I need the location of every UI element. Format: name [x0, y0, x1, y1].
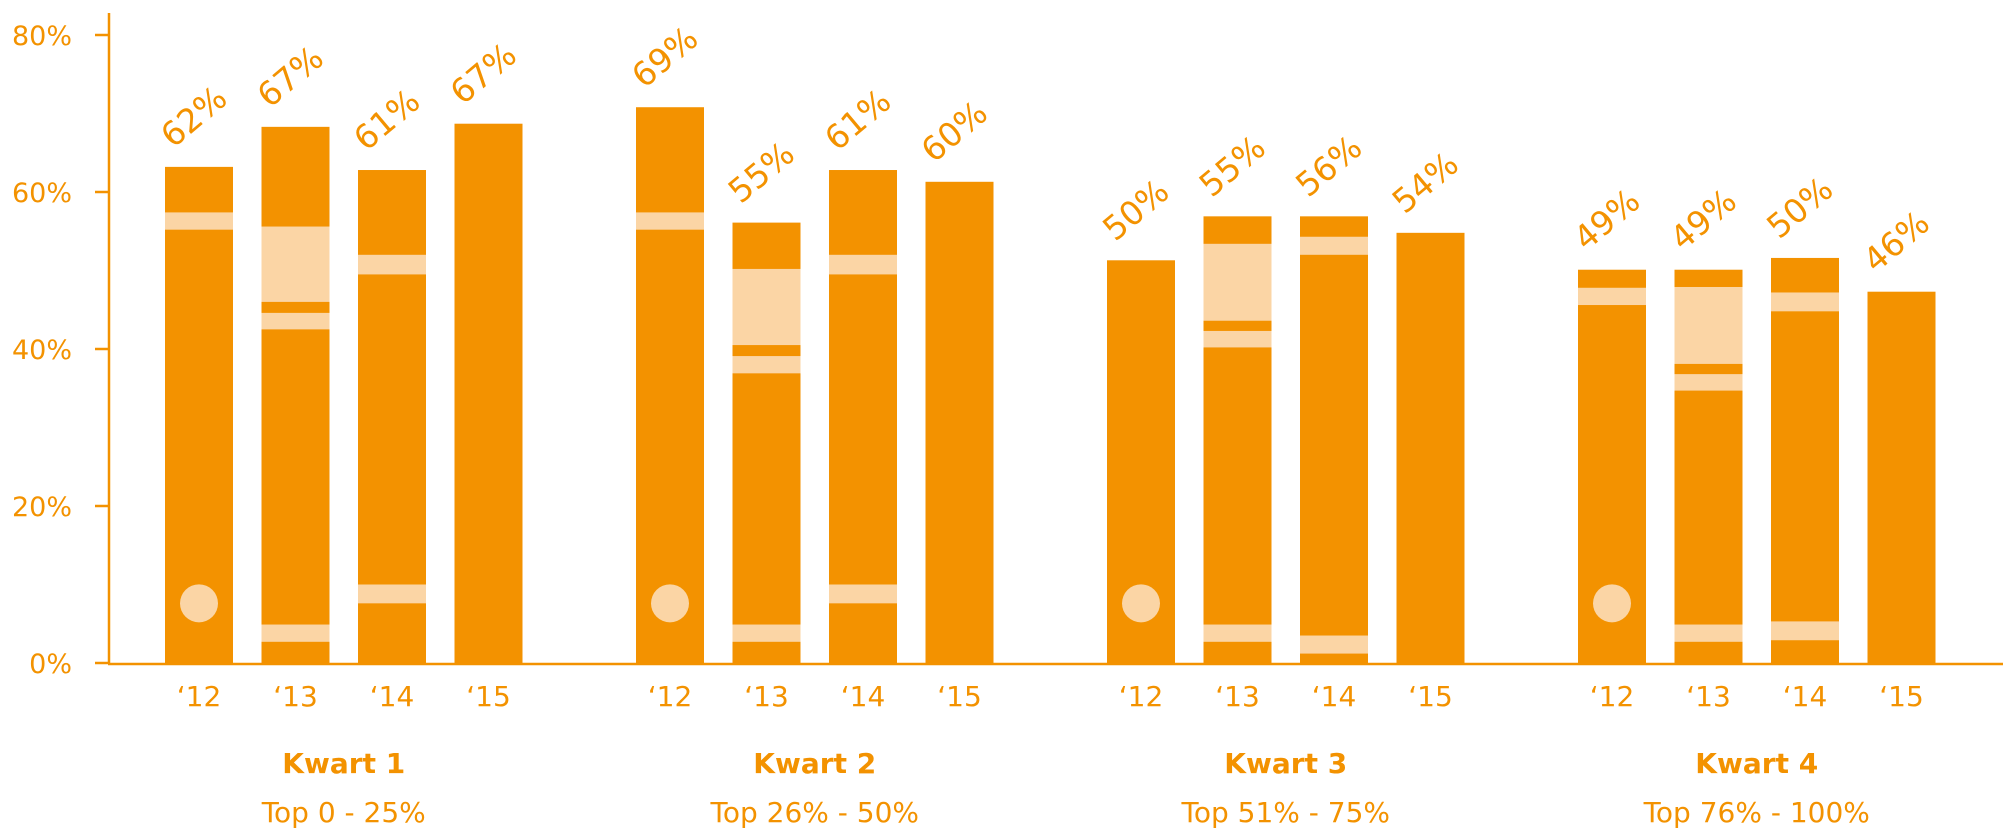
bar-band: [1771, 292, 1839, 312]
bar-band: [261, 312, 330, 330]
bar-band: [1300, 236, 1368, 255]
bar-value-label: 55%: [1192, 127, 1273, 204]
bar-value-label: 46%: [1856, 203, 1937, 280]
bar: [454, 123, 523, 663]
group-subtitle: Top 76% - 100%: [1643, 796, 1870, 829]
bar: [1771, 257, 1839, 663]
y-tick-label: 0%: [29, 649, 72, 680]
bar: [1396, 232, 1465, 663]
bar-band: [261, 624, 330, 642]
bar-band: [1203, 624, 1272, 642]
x-tick-label: ‘15: [937, 680, 982, 713]
x-tick-label: ‘12: [1590, 680, 1635, 713]
bar-value-label: 56%: [1288, 127, 1369, 204]
x-tick-label: ‘13: [273, 680, 318, 713]
x-tick-label: ‘14: [1312, 680, 1357, 713]
x-tick-label: ‘14: [1783, 680, 1828, 713]
bar-band: [732, 356, 801, 374]
bar-marker-dot: [1593, 584, 1631, 623]
bar-band: [1578, 287, 1646, 306]
bar-value-label: 50%: [1095, 171, 1176, 248]
bar-value-label: 67%: [250, 38, 331, 115]
group-title: Kwart 1: [282, 747, 405, 780]
bar-band: [636, 212, 704, 230]
x-tick-label: ‘13: [1215, 680, 1260, 713]
bar-value-label: 54%: [1385, 144, 1466, 221]
bar-band: [829, 584, 897, 604]
bar-value-label: 60%: [914, 93, 995, 170]
bar-value-label: 61%: [817, 81, 898, 158]
bar-value-label: 55%: [721, 134, 802, 211]
bar-band: [732, 624, 801, 642]
bar-band: [1674, 374, 1743, 391]
x-tick-label: ‘14: [370, 680, 415, 713]
bar: [925, 181, 994, 664]
bar-band: [358, 584, 426, 604]
y-tick-label: 20%: [12, 492, 72, 523]
bar-band: [829, 254, 897, 275]
bar-value-label: 50%: [1759, 169, 1840, 246]
bar-value-label: 49%: [1663, 181, 1744, 258]
group-subtitle: Top 51% - 75%: [1180, 796, 1390, 829]
bar-value-label: 69%: [624, 18, 705, 95]
group-title: Kwart 3: [1224, 747, 1347, 780]
bar-band: [165, 212, 233, 230]
bar-band: [1203, 330, 1272, 348]
bar: [358, 170, 426, 663]
bar-band: [732, 268, 801, 346]
group-title: Kwart 4: [1695, 747, 1818, 780]
bar-value-label: 49%: [1566, 181, 1647, 258]
bar: [1300, 216, 1368, 663]
bar: [261, 126, 330, 664]
bar-marker-dot: [180, 584, 218, 623]
bar-value-label: 61%: [346, 81, 427, 158]
x-tick-label: ‘13: [744, 680, 789, 713]
y-tick-label: 80%: [12, 21, 72, 52]
bar-band: [1674, 624, 1743, 642]
group-subtitle: Top 26% - 50%: [709, 796, 919, 829]
x-tick-label: ‘14: [841, 680, 886, 713]
x-tick-label: ‘15: [466, 680, 511, 713]
bar-marker-dot: [1122, 584, 1160, 623]
y-tick-label: 60%: [12, 178, 72, 209]
group-title: Kwart 2: [753, 747, 876, 780]
bar-marker-dot: [651, 584, 689, 623]
bar-value-label: 67%: [443, 35, 524, 112]
bar-band: [1771, 621, 1839, 641]
bar: [829, 170, 897, 663]
bar: [1867, 291, 1936, 663]
x-tick-label: ‘15: [1879, 680, 1924, 713]
x-tick-label: ‘12: [648, 680, 693, 713]
x-tick-label: ‘13: [1686, 680, 1731, 713]
bar: [165, 166, 233, 663]
x-tick-label: ‘12: [1119, 680, 1164, 713]
bar-band: [1300, 635, 1368, 654]
bar: [636, 107, 704, 664]
y-tick-label: 40%: [12, 335, 72, 366]
bar-band: [1674, 286, 1743, 364]
bar-band: [261, 226, 330, 302]
bar-band: [358, 254, 426, 275]
bar-band: [1203, 243, 1272, 321]
x-tick-label: ‘12: [177, 680, 222, 713]
x-tick-label: ‘15: [1408, 680, 1453, 713]
group-subtitle: Top 0 - 25%: [261, 796, 426, 829]
bar-value-label: 62%: [153, 78, 234, 155]
